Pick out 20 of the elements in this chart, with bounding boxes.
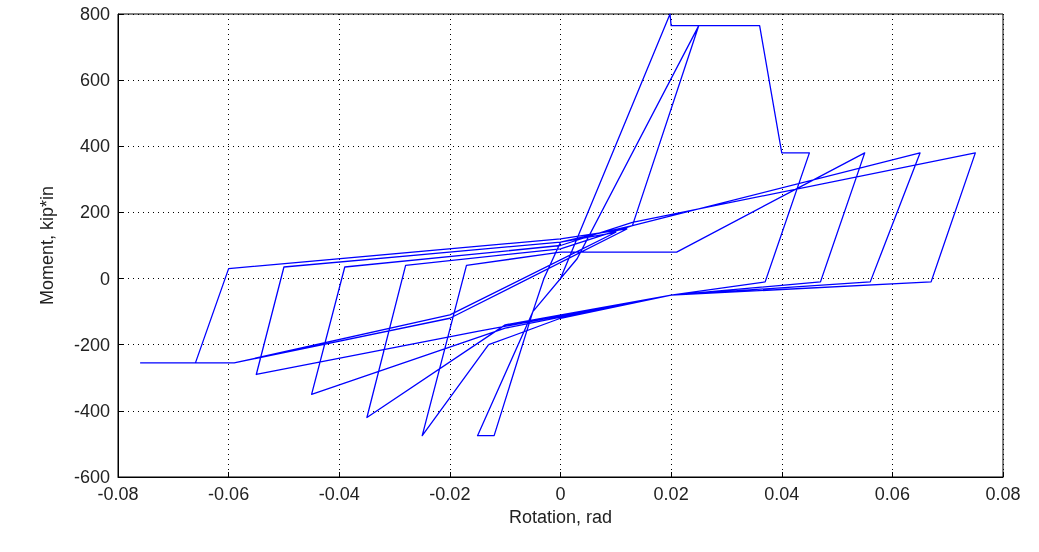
y-tick-label: 400	[79, 136, 110, 157]
y-tick-label: -400	[73, 400, 110, 421]
x-tick-label: 0.06	[874, 484, 910, 504]
x-tick-label: 0.04	[764, 484, 800, 504]
y-tick-label: 0	[99, 268, 110, 289]
y-tick-label: 200	[79, 202, 110, 223]
x-tick-label: -0.06	[208, 484, 250, 504]
x-tick-label: -0.08	[97, 484, 139, 504]
x-tick-label: 0.02	[653, 484, 689, 504]
x-tick-label: -0.02	[429, 484, 471, 504]
y-tick-label: -600	[73, 467, 110, 487]
y-tick-label: -200	[73, 334, 110, 355]
x-tick-label: -0.04	[318, 484, 360, 504]
y-tick-label: 600	[79, 70, 110, 91]
x-axis-title: Rotation, rad	[508, 506, 613, 527]
x-tick-label: 0.08	[985, 484, 1021, 504]
x-tick-label: 0	[555, 484, 566, 504]
y-axis-title: Moment, kip*in	[37, 185, 57, 306]
line-series	[139, 13, 976, 437]
y-tick-label: 800	[79, 4, 110, 24]
